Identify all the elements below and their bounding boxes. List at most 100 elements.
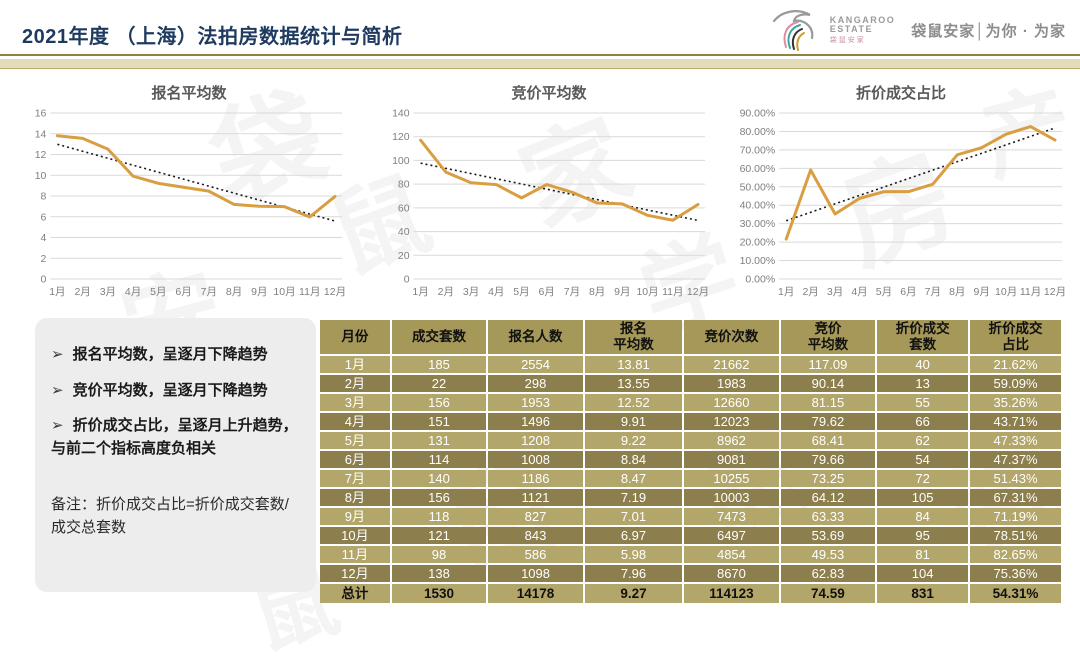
table-header-cell: 报名人数 bbox=[488, 320, 583, 354]
table-cell: 9.22 bbox=[584, 432, 683, 449]
x-axis-tick-label: 9月 bbox=[614, 286, 630, 298]
insight-bullet: ➢ 竞价平均数，呈逐月下降趋势 bbox=[51, 380, 300, 403]
header-divider-line bbox=[0, 54, 1080, 56]
table-cell: 156 bbox=[391, 489, 487, 506]
x-axis-tick-label: 6月 bbox=[900, 286, 916, 298]
table-cell: 1121 bbox=[488, 489, 583, 506]
x-axis-tick-label: 1月 bbox=[49, 286, 65, 298]
insight-bullet: ➢ 报名平均数，呈逐月下降趋势 bbox=[51, 344, 300, 367]
y-axis-tick-label: 2 bbox=[41, 253, 47, 265]
table-cell: 47.37% bbox=[970, 451, 1061, 468]
table-cell: 74.59 bbox=[780, 584, 876, 603]
x-axis-tick-label: 7月 bbox=[201, 286, 217, 298]
line-chart-svg: 0 20 40 60 80 100 120 140 1月 2月 3月 4月 5月 6月 7月 8月 9月 10月 1… bbox=[392, 108, 709, 299]
table-total-row: 总计 1530 14178 9.27 114123 74.59 831 54.31% bbox=[320, 584, 1061, 603]
x-axis-tick-label: 9月 bbox=[974, 286, 990, 298]
x-axis-tick-label: 4月 bbox=[125, 286, 141, 298]
table-cell: 8月 bbox=[320, 489, 390, 506]
y-axis-tick-label: 30.00% bbox=[740, 218, 776, 230]
table-cell: 81 bbox=[877, 546, 969, 563]
line-chart-svg: 0.00% 10.00% 20.00% 30.00% 40.00% 50.00% 60.00… bbox=[740, 108, 1067, 299]
y-axis-tick-label: 12 bbox=[35, 149, 47, 161]
table-cell: 12月 bbox=[320, 565, 390, 582]
table-cell: 53.69 bbox=[780, 527, 876, 544]
table-cell: 140 bbox=[391, 470, 487, 487]
table-cell: 104 bbox=[877, 565, 969, 582]
table-cell: 1008 bbox=[488, 451, 583, 468]
table-cell: 1186 bbox=[488, 470, 583, 487]
table-cell: 49.53 bbox=[780, 546, 876, 563]
table-cell: 5.98 bbox=[584, 546, 683, 563]
table-cell: 156 bbox=[391, 394, 487, 411]
insights-box: ➢ 报名平均数，呈逐月下降趋势 ➢ 竞价平均数，呈逐月下降趋势 ➢ 折价成交占比，呈逐月上… bbox=[35, 318, 316, 592]
logo-text: KANGAROO ESTATE 袋鼠安家 bbox=[829, 14, 896, 44]
x-axis-tick-label: 1月 bbox=[778, 286, 794, 298]
table-cell: 1208 bbox=[488, 432, 583, 449]
y-axis-tick-label: 6 bbox=[41, 211, 47, 223]
y-axis-tick-label: 8 bbox=[41, 191, 47, 203]
table-cell: 8962 bbox=[684, 432, 779, 449]
table-row: 4月 151 1496 9.91 12023 79.62 66 43.71% bbox=[320, 413, 1061, 430]
x-axis-tick-label: 11月 bbox=[299, 286, 320, 298]
x-axis-tick-label: 11月 bbox=[1020, 286, 1041, 298]
table-row: 10月 121 843 6.97 6497 53.69 95 78.51% bbox=[320, 527, 1061, 544]
chart-bidding-average: 竞价平均数 0 20 40 60 80 100 120 140 1月 2月 3月 4月 5月 6月 7月 8月… bbox=[385, 82, 713, 306]
table-cell: 2554 bbox=[488, 356, 583, 373]
line-chart-svg: 0 2 4 6 8 10 12 14 16 1月 2月 3月 4月 5月 6月 7月 8月 9月 10月 11月 12月 bbox=[35, 108, 346, 299]
y-axis-tick-label: 90.00% bbox=[740, 108, 776, 120]
table-cell: 79.66 bbox=[780, 451, 876, 468]
table-cell: 54 bbox=[877, 451, 969, 468]
logo-cn: 袋鼠安家 bbox=[829, 36, 866, 44]
table-cell: 1月 bbox=[320, 356, 390, 373]
y-axis-tick-label: 60 bbox=[398, 202, 410, 214]
table-cell: 4854 bbox=[684, 546, 779, 563]
table-cell: 10255 bbox=[684, 470, 779, 487]
trend-line bbox=[420, 162, 699, 222]
y-axis-tick-label: 120 bbox=[392, 131, 410, 143]
table-cell: 总计 bbox=[320, 584, 390, 603]
table-row: 11月 98 586 5.98 4854 49.53 81 82.65% bbox=[320, 546, 1061, 563]
table-cell: 1983 bbox=[684, 375, 779, 392]
x-axis-tick-label: 3月 bbox=[827, 286, 843, 298]
table-cell: 831 bbox=[877, 584, 969, 603]
y-axis-tick-label: 140 bbox=[392, 108, 410, 120]
table-cell: 55 bbox=[877, 394, 969, 411]
y-axis-tick-label: 10 bbox=[35, 170, 47, 182]
table-row: 9月 118 827 7.01 7473 63.33 84 71.19% bbox=[320, 508, 1061, 525]
table-cell: 1953 bbox=[488, 394, 583, 411]
chart-title: 折价成交占比 bbox=[855, 85, 946, 102]
table-cell: 131 bbox=[391, 432, 487, 449]
table-row: 2月 22 298 13.55 1983 90.14 13 59.09% bbox=[320, 375, 1061, 392]
table-cell: 298 bbox=[488, 375, 583, 392]
insight-bullet-text: 竞价平均数，呈逐月下降趋势 bbox=[72, 381, 268, 399]
x-axis-tick-label: 8月 bbox=[589, 286, 605, 298]
trend-line bbox=[785, 127, 1056, 222]
logo-line1: KANGAROO bbox=[829, 14, 896, 25]
table-cell: 47.33% bbox=[970, 432, 1061, 449]
table-cell: 6497 bbox=[684, 527, 779, 544]
table-row: 7月 140 1186 8.47 10255 73.25 72 51.43% bbox=[320, 470, 1061, 487]
table-cell: 84 bbox=[877, 508, 969, 525]
table-cell: 1098 bbox=[488, 565, 583, 582]
x-axis-tick-label: 1月 bbox=[412, 286, 428, 298]
table-row: 1月 185 2554 13.81 21662 117.09 40 21.62% bbox=[320, 356, 1061, 373]
table-cell: 118 bbox=[391, 508, 487, 525]
y-axis-tick-label: 14 bbox=[35, 128, 47, 140]
x-axis-tick-label: 2月 bbox=[74, 286, 90, 298]
table-cell: 8.47 bbox=[584, 470, 683, 487]
table-cell: 2月 bbox=[320, 375, 390, 392]
x-axis-tick-label: 3月 bbox=[463, 286, 479, 298]
x-axis-tick-label: 5月 bbox=[876, 286, 892, 298]
page-title: 2021年度 （上海）法拍房数据统计与简析 bbox=[22, 26, 403, 48]
y-axis-tick-label: 70.00% bbox=[740, 144, 776, 156]
table-cell: 117.09 bbox=[780, 356, 876, 373]
table-cell: 14178 bbox=[488, 584, 583, 603]
x-axis-tick-label: 5月 bbox=[513, 286, 529, 298]
x-axis-tick-label: 7月 bbox=[564, 286, 580, 298]
y-axis-tick-label: 0 bbox=[41, 274, 47, 286]
table-header-row: 月份 成交套数 报名人数 报名 平均数 竞价次数 竞价 平均数 折价成交 套数 折价成交 占比 bbox=[320, 320, 1061, 354]
insights-list: ➢ 报名平均数，呈逐月下降趋势 ➢ 竞价平均数，呈逐月下降趋势 ➢ 折价成交占比，呈逐月上… bbox=[51, 344, 300, 460]
table-row: 12月 138 1098 7.96 8670 62.83 104 75.36% bbox=[320, 565, 1061, 582]
table-cell: 67.31% bbox=[970, 489, 1061, 506]
x-axis-tick-label: 6月 bbox=[539, 286, 555, 298]
